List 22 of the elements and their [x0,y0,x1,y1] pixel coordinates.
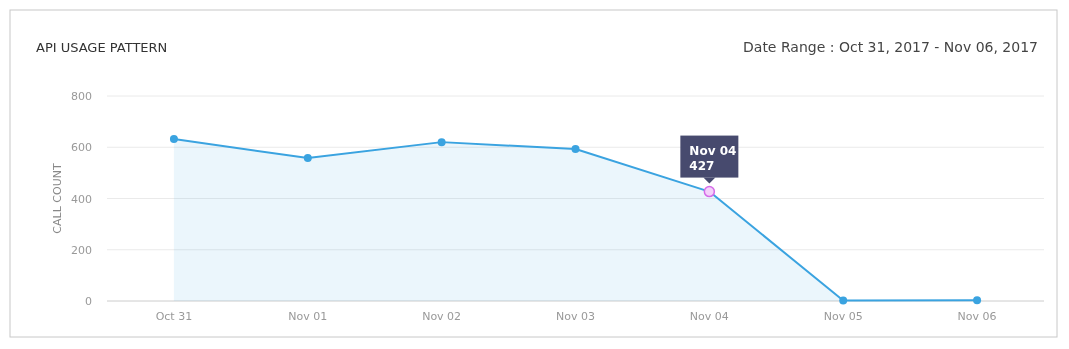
y-tick-label: 400 [71,192,92,206]
y-tick-label: 200 [71,243,92,257]
x-tick-label: Nov 04 [689,310,729,323]
point [303,154,312,163]
x-tick-label: Nov 01 [288,310,328,323]
point [169,135,178,144]
x-tick-label: Nov 06 [957,310,997,323]
y-tick-label: 600 [71,141,92,155]
y-tick-label: 800 [71,90,92,103]
x-tick-label: Nov 05 [823,310,863,323]
point [973,296,982,305]
text: Date Range : Oct 31, 2017 - Nov 06, 2017 [743,39,1038,55]
point [571,145,580,154]
y-tick-label: 0 [85,295,92,308]
point [437,138,446,147]
point [839,296,848,305]
x-tick-label: Oct 31 [155,310,193,323]
chart-title: API USAGE PATTERN [36,40,168,55]
x-tick-label: Nov 03 [556,310,595,323]
y-axis-title: CALL COUNT [51,163,64,234]
x-tick-label: Nov 02 [422,310,462,323]
annotation: Nov 04 427 [689,143,737,173]
